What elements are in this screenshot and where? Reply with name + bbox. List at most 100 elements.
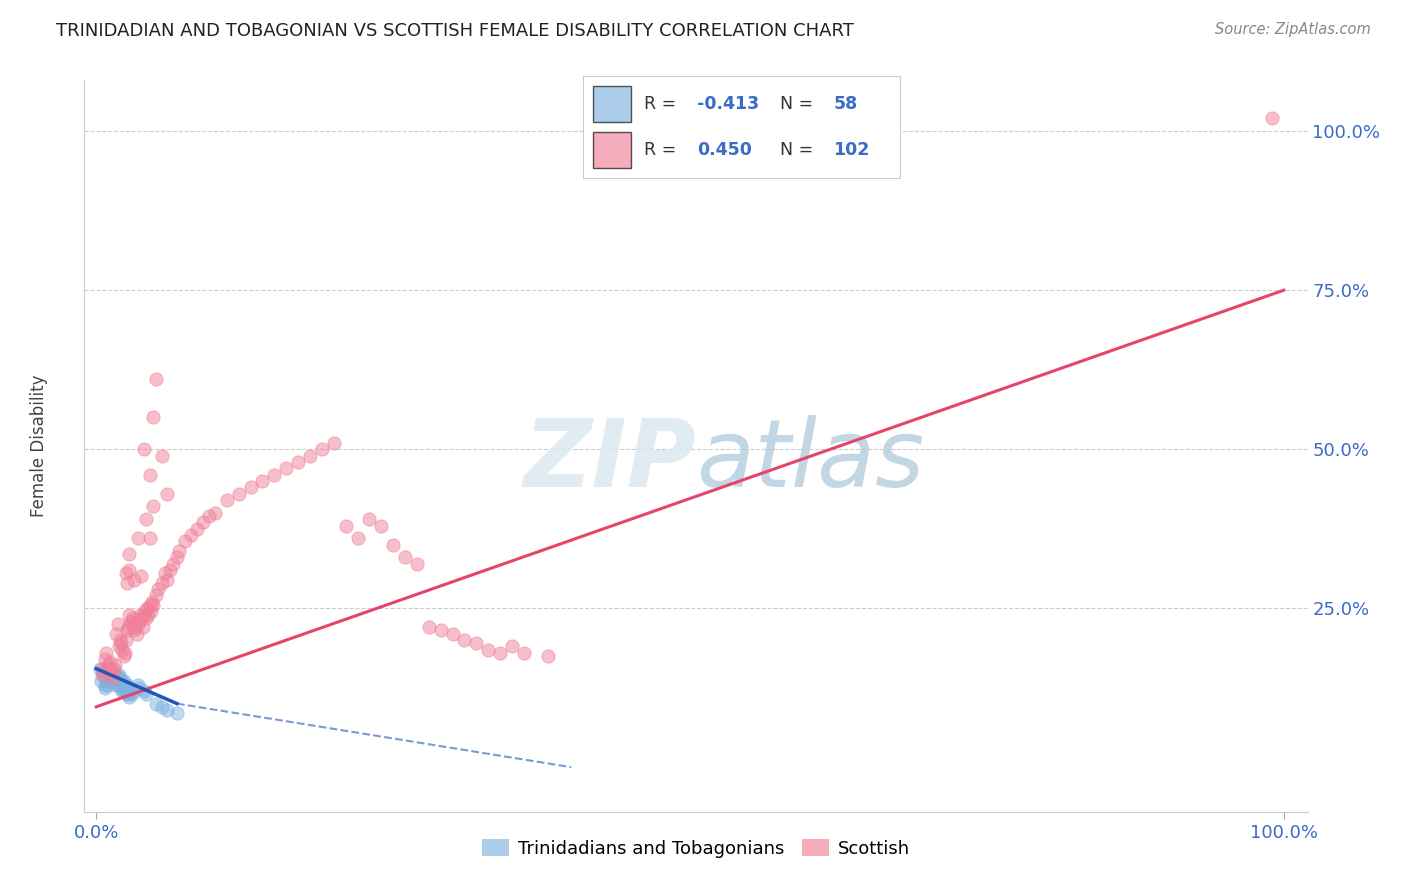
Point <box>138 607 160 622</box>
Point <box>169 544 191 558</box>
Point <box>98 674 121 689</box>
Point <box>131 611 153 625</box>
Point <box>1261 112 1284 126</box>
Point <box>322 435 344 450</box>
Point <box>110 674 132 689</box>
Point <box>112 648 135 663</box>
Y-axis label: Female Disability: Female Disability <box>30 375 48 517</box>
Point <box>127 531 149 545</box>
Point <box>150 699 173 714</box>
Point <box>115 632 138 647</box>
Point <box>536 648 558 663</box>
Point <box>146 582 169 596</box>
Point <box>121 687 143 701</box>
Point <box>204 506 226 520</box>
Point <box>441 626 464 640</box>
Point <box>115 681 138 695</box>
Point <box>166 706 188 720</box>
Point <box>215 493 238 508</box>
Point <box>110 636 132 650</box>
Point <box>103 674 125 689</box>
Point <box>90 674 112 689</box>
Point <box>100 665 122 679</box>
Point <box>100 655 122 669</box>
Point <box>129 607 152 622</box>
Point <box>252 474 274 488</box>
Point <box>108 671 131 685</box>
Point <box>91 668 114 682</box>
Point <box>145 697 167 711</box>
Text: 58: 58 <box>834 95 858 112</box>
Point <box>453 632 475 647</box>
Text: R =: R = <box>644 95 682 112</box>
Point <box>311 442 333 457</box>
Point <box>115 624 138 638</box>
Point <box>127 617 149 632</box>
Point <box>93 681 115 695</box>
Point <box>465 636 488 650</box>
Point <box>135 512 157 526</box>
Point <box>111 642 134 657</box>
Point <box>122 624 145 638</box>
Point <box>174 534 197 549</box>
Point <box>101 671 124 685</box>
Point <box>150 575 173 590</box>
Point <box>142 500 165 514</box>
FancyBboxPatch shape <box>593 132 631 168</box>
Point <box>101 665 124 679</box>
Point <box>107 668 129 682</box>
Point <box>132 684 155 698</box>
Point <box>117 620 139 634</box>
Point <box>127 677 149 691</box>
Point <box>105 668 128 682</box>
Point <box>114 646 136 660</box>
Point <box>110 681 132 695</box>
Point <box>118 690 141 705</box>
Point <box>501 640 523 654</box>
Point <box>132 607 155 622</box>
Point <box>131 569 153 583</box>
Point <box>180 528 202 542</box>
Point <box>100 671 122 685</box>
Point <box>125 626 148 640</box>
Point <box>477 642 499 657</box>
Legend: Trinidadians and Tobagonians, Scottish: Trinidadians and Tobagonians, Scottish <box>474 832 918 865</box>
Point <box>513 646 536 660</box>
Point <box>120 614 142 628</box>
Point <box>298 449 321 463</box>
Point <box>135 611 157 625</box>
Point <box>429 624 451 638</box>
Point <box>276 461 298 475</box>
Point <box>117 681 139 695</box>
Point <box>97 658 120 673</box>
Text: 0.450: 0.450 <box>697 141 752 159</box>
Point <box>128 681 150 695</box>
Point <box>145 372 167 386</box>
Text: atlas: atlas <box>696 415 924 506</box>
Point <box>122 573 145 587</box>
Point <box>105 626 128 640</box>
Point <box>394 550 416 565</box>
Point <box>104 658 127 673</box>
Point <box>115 687 138 701</box>
Point <box>162 557 184 571</box>
Point <box>138 467 160 482</box>
Point <box>96 665 118 679</box>
Point <box>239 480 262 494</box>
Point <box>382 538 405 552</box>
Point <box>104 677 127 691</box>
Point <box>370 518 392 533</box>
FancyBboxPatch shape <box>593 87 631 122</box>
Point <box>287 455 309 469</box>
Point <box>228 486 250 500</box>
Point <box>100 674 122 689</box>
Text: TRINIDADIAN AND TOBAGONIAN VS SCOTTISH FEMALE DISABILITY CORRELATION CHART: TRINIDADIAN AND TOBAGONIAN VS SCOTTISH F… <box>56 22 853 40</box>
Point <box>96 668 118 682</box>
Point <box>108 677 131 691</box>
Point <box>112 681 135 695</box>
Point <box>142 410 165 425</box>
Text: N =: N = <box>779 141 818 159</box>
Point <box>150 449 173 463</box>
Point <box>107 640 129 654</box>
Point <box>153 566 176 581</box>
